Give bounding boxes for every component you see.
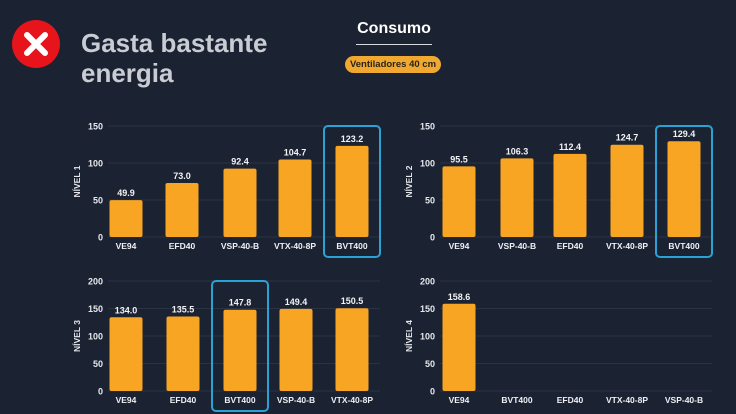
x-tick-label: VE94 <box>116 395 137 405</box>
bar <box>109 317 143 391</box>
bar <box>165 182 199 237</box>
data-label: 158.6 <box>448 292 471 302</box>
y-tick-label: 100 <box>88 159 103 169</box>
y-tick-label: 100 <box>420 332 435 342</box>
x-tick-label: VTX-40-8P <box>331 395 373 405</box>
bar <box>223 309 257 391</box>
x-tick-label: BVT400 <box>501 395 532 405</box>
page-title: Gasta bastante energia <box>81 28 268 88</box>
x-tick-label: VSP-40-B <box>221 241 259 251</box>
y-axis-label: NÍVEL 3 <box>72 320 82 352</box>
y-tick-label: 200 <box>88 277 103 287</box>
bar <box>667 141 701 237</box>
divider <box>356 44 432 45</box>
y-tick-label: 0 <box>98 233 103 243</box>
x-tick-label: VSP-40-B <box>665 395 703 405</box>
highlight-box <box>323 125 381 258</box>
y-tick-label: 200 <box>420 277 435 287</box>
data-label: 124.7 <box>616 133 639 143</box>
data-label: 150.5 <box>341 296 364 306</box>
y-tick-label: 0 <box>98 387 103 397</box>
y-tick-label: 150 <box>88 122 103 132</box>
y-tick-label: 50 <box>93 359 103 369</box>
y-tick-label: 0 <box>430 233 435 243</box>
bar <box>500 158 534 237</box>
data-label: 135.5 <box>172 304 195 314</box>
y-tick-label: 150 <box>88 304 103 314</box>
x-tick-label: VE94 <box>116 241 137 251</box>
data-label: 129.4 <box>673 129 696 139</box>
y-tick-label: 100 <box>420 159 435 169</box>
red-x-circle-icon <box>12 20 60 68</box>
bar <box>610 144 644 237</box>
x-tick-label: VTX-40-8P <box>606 241 648 251</box>
bar <box>335 308 369 391</box>
x-tick-label: VSP-40-B <box>277 395 315 405</box>
highlight-box <box>655 125 713 258</box>
category-badge: Ventiladores 40 cm <box>345 56 441 73</box>
data-label: 123.2 <box>341 134 364 144</box>
bar <box>335 145 369 237</box>
highlight-box <box>211 280 269 412</box>
bar <box>166 316 200 391</box>
y-tick-label: 50 <box>425 359 435 369</box>
y-tick-label: 0 <box>430 387 435 397</box>
x-tick-label: VTX-40-8P <box>274 241 316 251</box>
data-label: 106.3 <box>506 146 529 156</box>
y-tick-label: 100 <box>88 332 103 342</box>
bar <box>278 159 312 237</box>
y-tick-label: 50 <box>425 196 435 206</box>
x-tick-label: VSP-40-B <box>498 241 536 251</box>
data-label: 149.4 <box>285 297 308 307</box>
bar <box>279 308 313 391</box>
data-label: 134.0 <box>115 305 138 315</box>
y-tick-label: 150 <box>420 122 435 132</box>
y-axis-label: NÍVEL 1 <box>72 165 82 197</box>
section-title: Consumo <box>357 20 431 37</box>
x-tick-label: EFD40 <box>557 395 584 405</box>
x-tick-label: BVT400 <box>224 395 255 405</box>
x-tick-label: BVT400 <box>336 241 367 251</box>
x-tick-label: BVT400 <box>668 241 699 251</box>
y-tick-label: 50 <box>93 196 103 206</box>
y-tick-label: 150 <box>420 304 435 314</box>
y-axis-label: NÍVEL 4 <box>404 320 414 352</box>
bar <box>442 303 476 391</box>
x-tick-label: VE94 <box>449 395 470 405</box>
data-label: 147.8 <box>229 298 252 308</box>
x-tick-label: EFD40 <box>557 241 584 251</box>
bar <box>442 166 476 237</box>
data-label: 104.7 <box>284 148 307 158</box>
x-tick-label: EFD40 <box>170 395 197 405</box>
data-label: 73.0 <box>173 171 191 181</box>
data-label: 92.4 <box>231 157 249 167</box>
bar <box>109 200 143 237</box>
data-label: 112.4 <box>559 142 581 152</box>
data-label: 95.5 <box>450 154 468 164</box>
x-tick-label: VTX-40-8P <box>606 395 648 405</box>
bar <box>553 153 587 237</box>
data-label: 49.9 <box>117 188 135 198</box>
x-tick-label: VE94 <box>449 241 470 251</box>
y-axis-label: NÍVEL 2 <box>404 165 414 197</box>
bar <box>223 168 257 237</box>
x-tick-label: EFD40 <box>169 241 196 251</box>
